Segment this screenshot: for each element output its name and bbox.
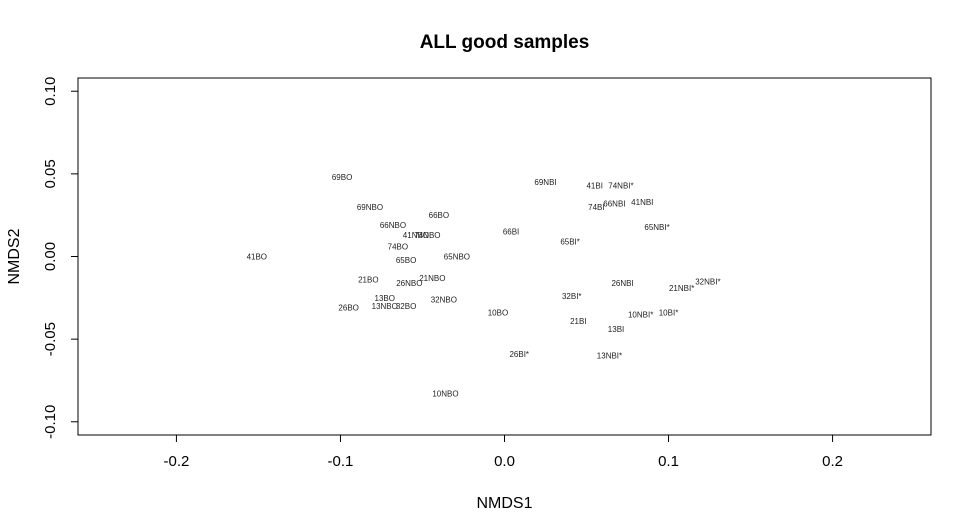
point-label: 21NBI* [669,284,694,293]
point-label: 41BO [247,253,267,262]
point-label: 26BO [338,304,358,313]
point-label: 13BI [608,325,624,334]
point-label: 65NBO [444,253,470,262]
point-label: 26BI* [509,350,529,359]
point-label: 74NBO [414,231,440,240]
point-label: 41BI [586,181,602,190]
point-label: 13BO [375,294,395,303]
point-label: 69NBI [534,178,556,187]
point-label: 10NBI* [628,310,653,319]
point-label: 32NBI* [695,277,720,286]
point-label: 32BO [396,302,416,311]
point-label: 65NBI* [644,223,669,232]
y-axis: -0.10 -0.05 0.00 0.05 0.10 [42,77,78,439]
point-label: 66NBO [380,221,406,230]
y-tick-label: -0.10 [42,405,59,439]
point-label: 65BO [396,256,416,265]
point-label: 21BO [358,276,378,285]
point-label: 21BI [570,317,586,326]
point-label: 66NBI [603,200,625,209]
x-tick-label: 0.0 [494,453,515,470]
point-label: 10BO [488,309,508,318]
point-label: 41NBO [403,231,429,240]
x-axis: -0.2 -0.1 0.0 0.1 0.2 [163,435,843,470]
point-label: 69BO [332,173,352,182]
x-axis-label: NMDS1 [476,495,532,512]
point-label: 74NBI* [608,181,633,190]
point-label: 74BI [588,203,604,212]
plot-frame [77,77,932,436]
y-tick-label: 0.05 [42,159,59,188]
point-label: 10NBO [432,390,458,399]
point-label: 13NBO [372,302,398,311]
point-label: 26NBO [396,279,422,288]
chart-title: ALL good samples [420,32,590,53]
point-label: 41NBI [631,198,653,207]
point-label: 10BI* [659,309,679,318]
x-tick-label: -0.2 [163,453,189,470]
y-tick-label: 0.00 [42,242,59,271]
x-tick-label: -0.1 [328,453,354,470]
point-label: 66BO [429,211,449,220]
point-label: 74BO [388,243,408,252]
point-label: 32NBO [431,295,457,304]
x-tick-label: 0.1 [658,453,679,470]
point-label: 69NBO [357,203,383,212]
y-tick-label: -0.05 [42,322,59,356]
point-label: 66BI [503,228,519,237]
point-label: 32BI* [562,292,582,301]
point-label: 26NBI [611,279,633,288]
point-label: 21NBO [419,274,445,283]
y-axis-label: NMDS2 [6,228,23,284]
y-tick-label: 0.10 [42,77,59,106]
x-tick-label: 0.2 [822,453,843,470]
point-label: 65BI* [560,238,580,247]
point-label: 13NBI* [597,352,622,361]
